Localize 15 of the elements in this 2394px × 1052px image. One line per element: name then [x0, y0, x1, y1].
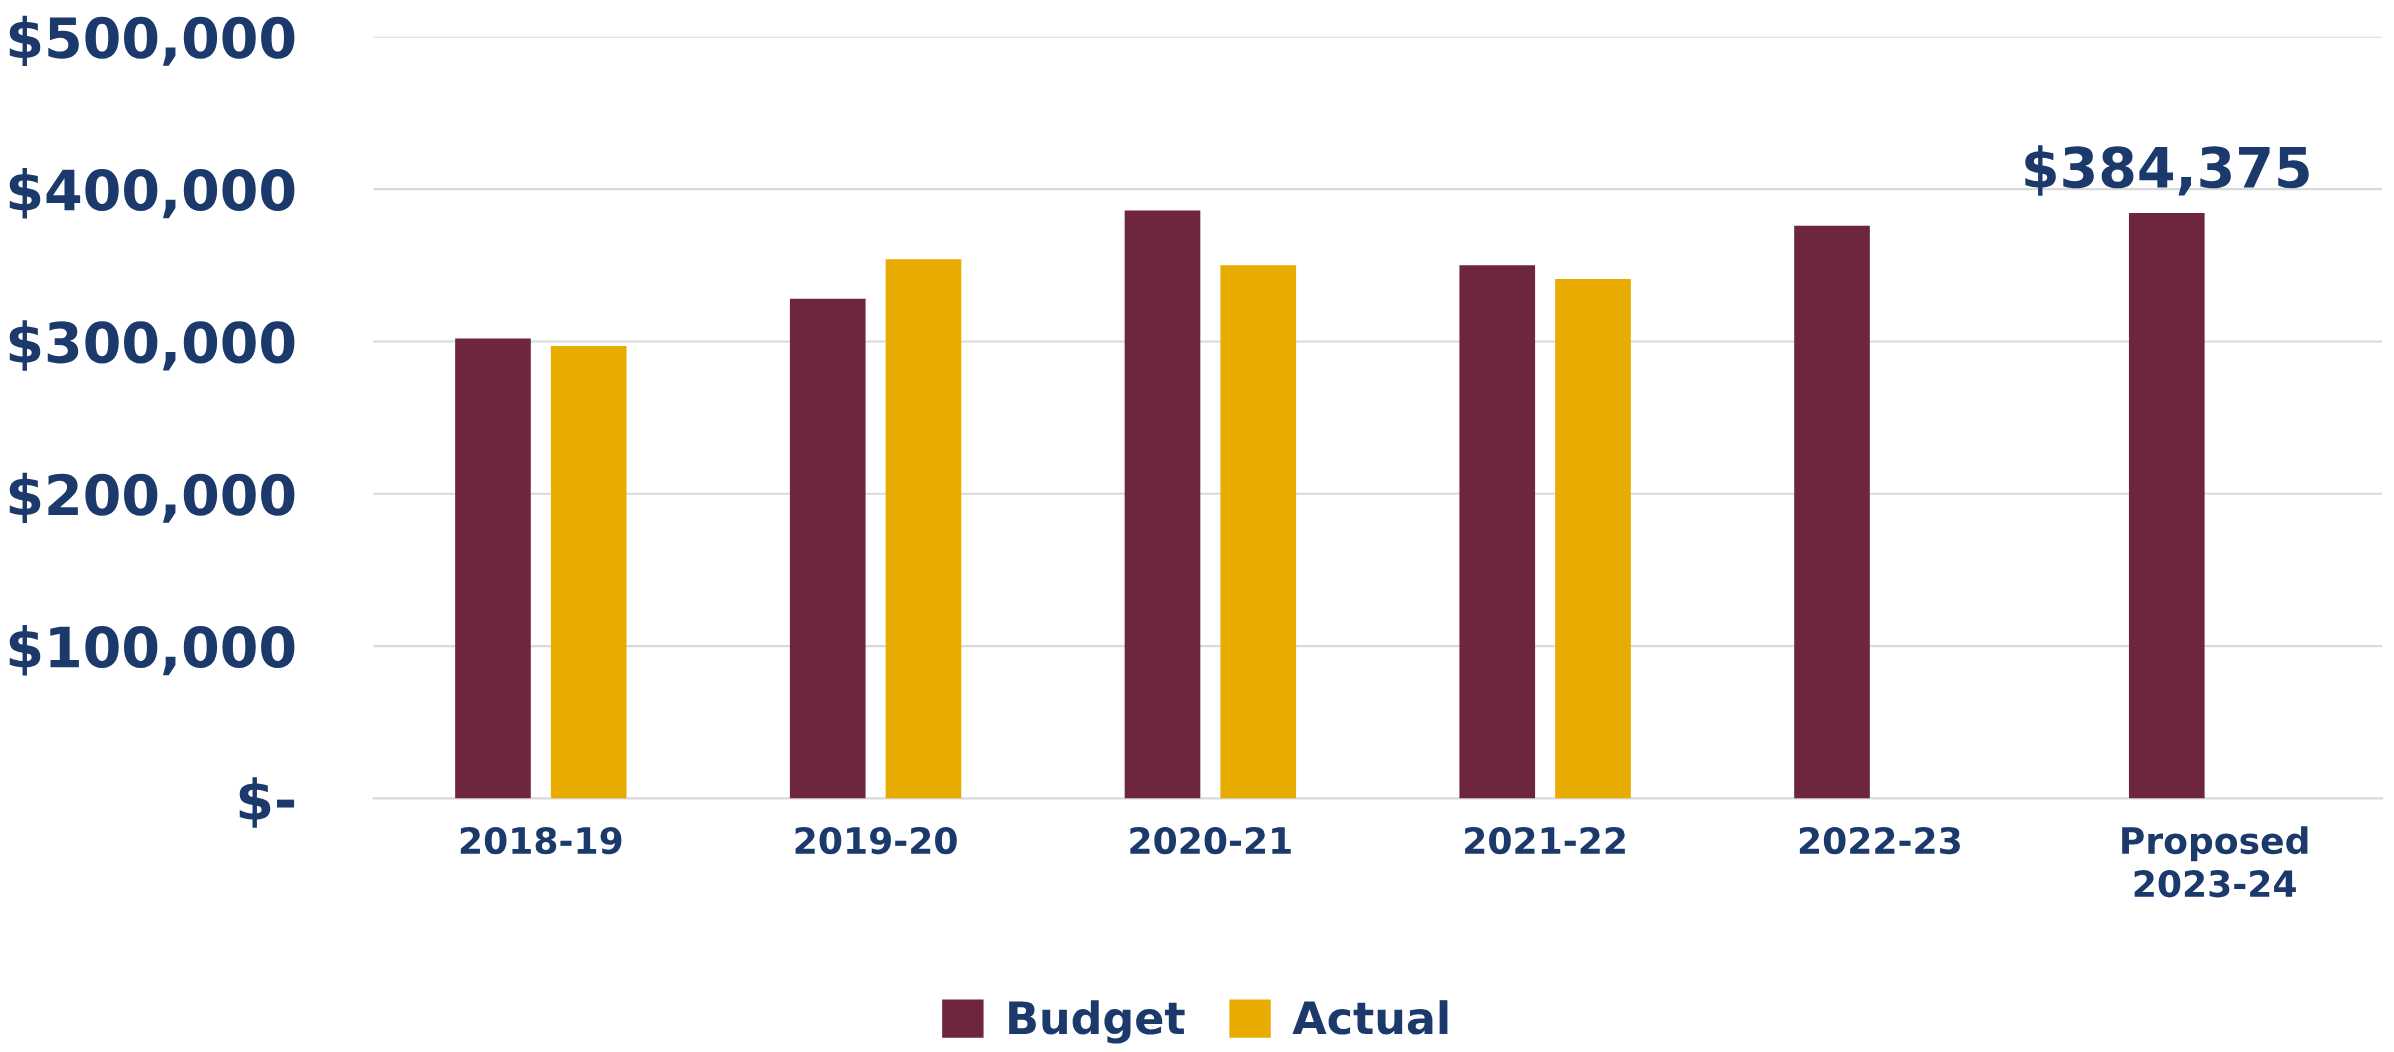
y-tick-label: $500,000 [9, 15, 295, 67]
legend-label: Actual [1292, 1000, 1448, 1035]
x-tick-label: Proposed 2023-24 [2122, 826, 2308, 898]
x-tick-label: 2019-20 [795, 826, 957, 855]
y-tick-label: $400,000 [9, 168, 295, 219]
x-tick-label: 2018-19 [460, 826, 622, 855]
y-tick-label: $300,000 [9, 320, 295, 371]
x-tick-label: 2020-21 [1130, 826, 1291, 855]
y-tick-label: $100,000 [9, 625, 295, 676]
y-tick-label: $- [239, 777, 295, 828]
legend-label: Budget [1009, 1000, 1185, 1044]
x-tick-label: 2022-23 [1799, 826, 1960, 855]
data-label: $384,375 [2025, 145, 2309, 196]
y-tick-label: $200,000 [9, 472, 295, 524]
x-tick-label: 2021-22 [1465, 826, 1625, 855]
